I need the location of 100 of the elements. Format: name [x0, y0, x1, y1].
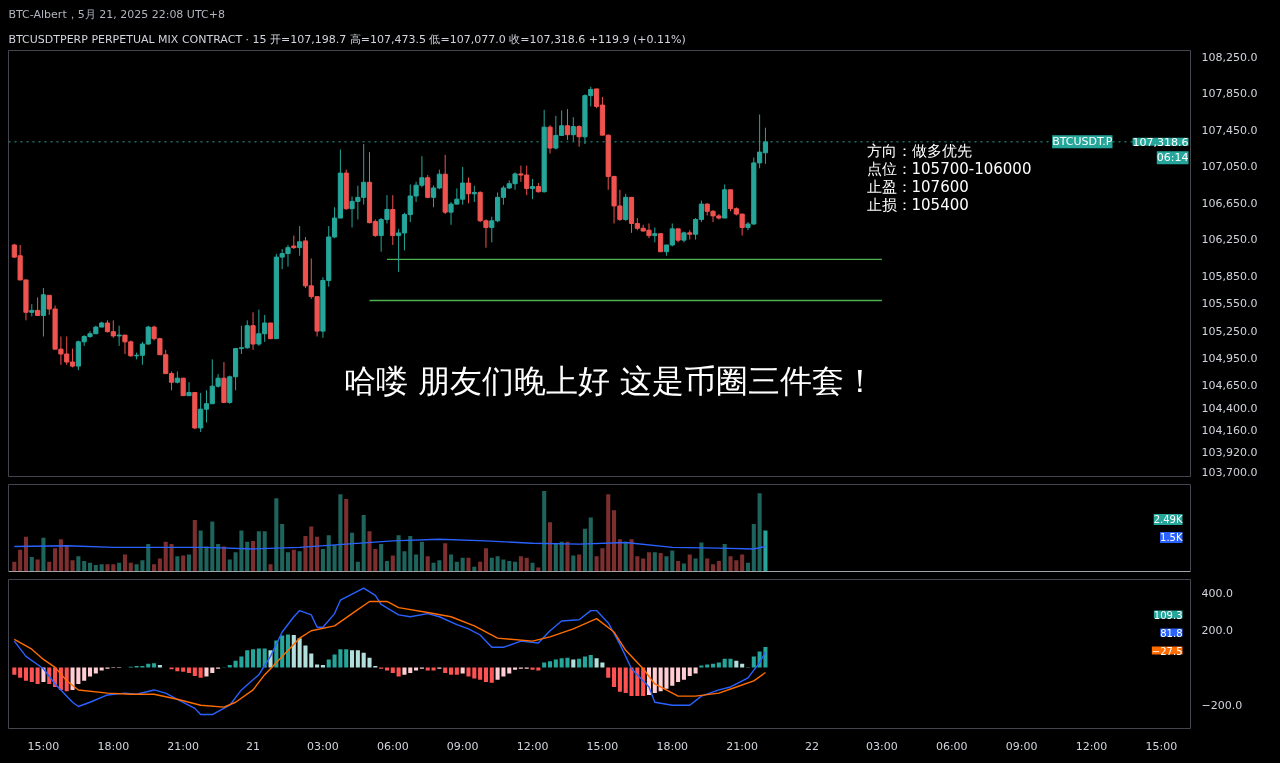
bar — [93, 667, 98, 674]
y-tick-label: 105,850.0 — [1201, 269, 1258, 283]
bar — [483, 667, 488, 683]
bar — [326, 659, 331, 668]
x-tick-label: 06:00 — [376, 739, 409, 753]
bar — [297, 551, 302, 572]
bar — [402, 667, 407, 675]
bar — [76, 556, 81, 572]
bar — [612, 667, 617, 687]
bar — [216, 544, 221, 572]
bar — [547, 522, 553, 572]
bar — [763, 530, 768, 572]
bar — [256, 648, 261, 668]
bar — [757, 493, 762, 572]
bar — [53, 548, 58, 572]
x-tick-label: 22 — [805, 739, 820, 753]
annotation: 109.3 — [1153, 609, 1183, 621]
bar — [617, 667, 622, 692]
bar — [553, 544, 558, 572]
candlestick — [576, 124, 582, 148]
bar — [652, 667, 657, 694]
bar — [23, 536, 29, 572]
candlestick — [465, 177, 472, 204]
bar — [687, 554, 692, 572]
annotation: 止损：105400 — [866, 195, 969, 214]
bar — [658, 552, 663, 572]
annotation: 2.49K — [1153, 514, 1183, 525]
candlestick — [250, 311, 256, 351]
bar — [58, 539, 63, 572]
bar — [705, 664, 710, 668]
bar — [303, 536, 308, 572]
bar — [198, 667, 203, 678]
bar — [571, 555, 576, 572]
bar — [350, 532, 355, 572]
bar — [513, 667, 518, 670]
bar — [687, 667, 692, 676]
bar — [571, 659, 576, 668]
bar — [361, 515, 366, 572]
annotation: 81.8 — [1160, 627, 1183, 639]
chart-subtitle: BTCUSDTPERP PERPETUAL MIX CONTRACT · 15 开=107,198.7 高=107,473.5 低=107,077.0 收=107,318.6 +119.9 (+0.11%) — [8, 32, 686, 46]
bar — [315, 536, 320, 572]
bar — [35, 559, 40, 572]
bar — [181, 667, 186, 672]
bar — [227, 559, 232, 572]
bar — [414, 667, 419, 671]
bar — [70, 560, 75, 572]
line-series — [13, 600, 767, 708]
bar — [390, 555, 395, 572]
x-tick-label: 21 — [246, 739, 261, 753]
x-tick-label: 12:00 — [1075, 739, 1108, 753]
candlestick — [35, 296, 41, 316]
bar — [251, 540, 256, 572]
bar — [478, 667, 483, 680]
bar — [82, 561, 87, 572]
bar — [93, 565, 98, 572]
x-tick-label: 15:00 — [586, 739, 619, 753]
bar — [553, 659, 558, 668]
annotation: 止盈：107600 — [866, 177, 969, 196]
bar — [670, 550, 675, 572]
bar — [152, 564, 157, 572]
bar — [681, 563, 686, 572]
bar — [309, 653, 314, 668]
x-tick-label: 18:00 — [656, 739, 689, 753]
bar — [536, 567, 541, 572]
x-tick-label: 09:00 — [1005, 739, 1038, 753]
bar — [274, 498, 279, 572]
bar — [326, 535, 331, 572]
y-tick-label: 107,050.0 — [1201, 160, 1258, 174]
bar — [23, 667, 29, 681]
bar — [414, 554, 419, 572]
candlestick — [529, 178, 536, 200]
bar — [251, 649, 256, 668]
candlestick — [297, 225, 303, 257]
bar — [443, 543, 448, 572]
annotation: 06:14 — [1156, 151, 1189, 165]
bar — [186, 554, 192, 572]
bar — [489, 667, 494, 683]
bar — [355, 561, 360, 572]
bar — [565, 541, 570, 572]
bar — [513, 561, 518, 572]
candlestick — [116, 325, 122, 347]
bar — [396, 667, 401, 677]
y-tick-label: 107,850.0 — [1201, 87, 1258, 101]
bar — [478, 561, 483, 572]
bar — [291, 635, 296, 668]
y-tick-label: 104,160.0 — [1201, 423, 1258, 437]
candlestick — [623, 193, 629, 222]
bar — [676, 667, 681, 683]
candlestick — [547, 124, 553, 154]
bar — [152, 663, 157, 668]
bar — [518, 556, 523, 572]
bar — [722, 544, 727, 572]
bar — [29, 557, 34, 572]
bar — [582, 656, 587, 668]
bar — [146, 544, 151, 572]
x-tick-label: 12:00 — [516, 739, 549, 753]
bar — [606, 667, 611, 678]
x-tick-label: 18:00 — [97, 739, 130, 753]
bar — [460, 667, 465, 674]
x-tick-label: 15:00 — [1145, 739, 1178, 753]
